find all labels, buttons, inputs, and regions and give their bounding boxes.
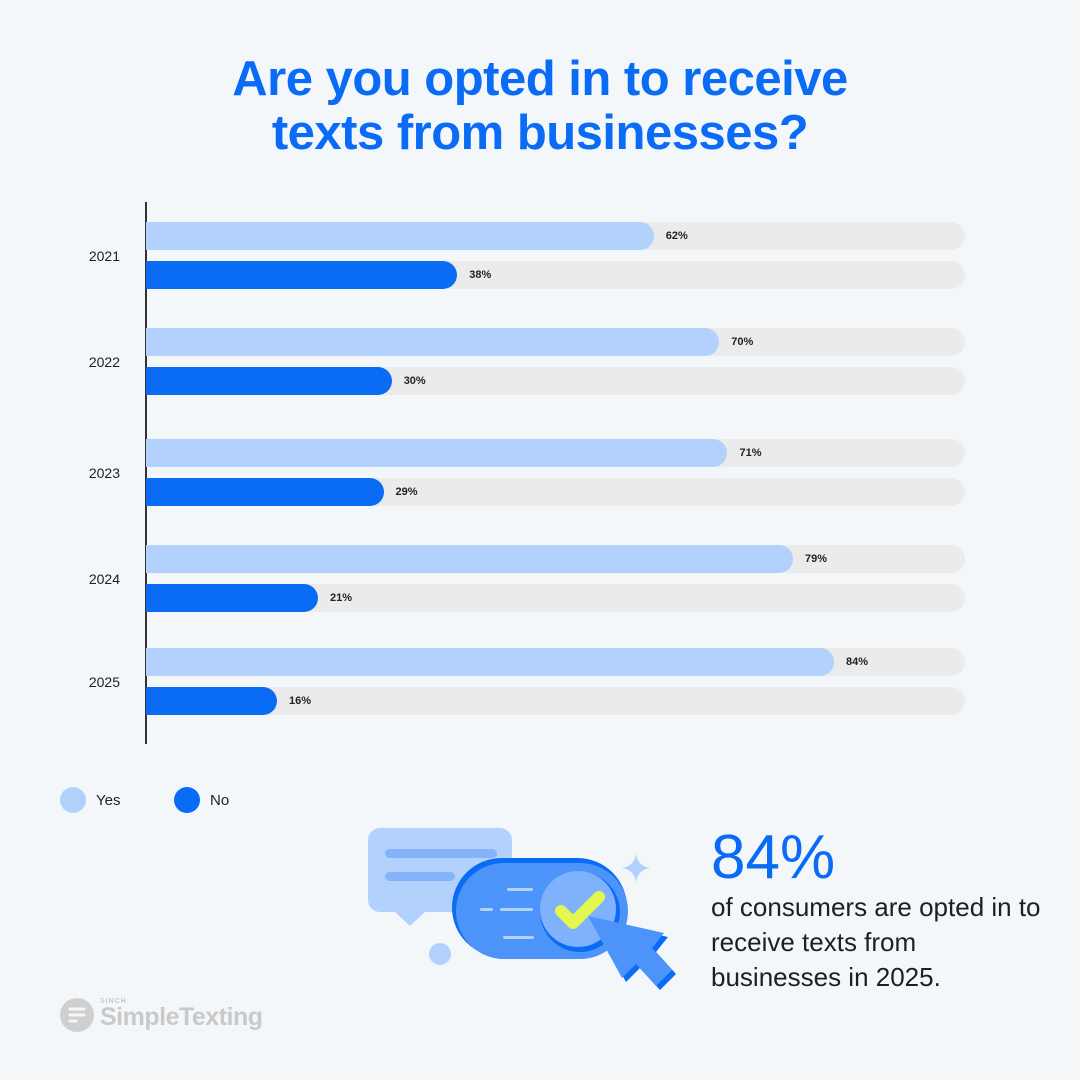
- bar-track: [146, 687, 965, 715]
- bar-yes-2023: [146, 439, 728, 467]
- y-tick-label: 2024: [88, 571, 120, 587]
- data-label: 70%: [731, 336, 754, 348]
- y-tick-label: 2022: [88, 354, 120, 370]
- data-label: 79%: [805, 553, 828, 565]
- data-label: 30%: [403, 375, 426, 387]
- y-axis-line: [145, 202, 147, 744]
- data-label: 62%: [665, 230, 688, 242]
- bar-yes-2024: [146, 545, 793, 573]
- title-line-2: texts from businesses?: [271, 106, 809, 160]
- logo-text: SimpleTexting: [100, 1003, 263, 1031]
- y-tick-label: 2021: [88, 248, 120, 264]
- callout-text: of consumers are opted in to receive tex…: [711, 892, 1041, 992]
- legend-label-no: No: [210, 791, 230, 809]
- callout-value: 84%: [711, 823, 836, 892]
- y-tick-label: 2025: [88, 674, 120, 690]
- title-line-1: Are you opted in to receive: [232, 52, 848, 106]
- bar-no-2024: [146, 584, 318, 612]
- bar-no-2022: [146, 367, 392, 395]
- data-label: 16%: [289, 695, 312, 707]
- data-label: 71%: [739, 447, 762, 459]
- opt-in-illustration-icon: [368, 828, 676, 990]
- bar-no-2021: [146, 261, 458, 289]
- y-tick-label: 2023: [88, 465, 120, 481]
- bar-no-2023: [146, 478, 384, 506]
- bar-no-2025: [146, 687, 278, 715]
- bar-yes-2021: [146, 222, 654, 250]
- legend-item-no: No: [174, 787, 229, 813]
- legend-item-yes: Yes: [60, 787, 120, 813]
- legend-label-yes: Yes: [96, 791, 121, 809]
- bar-yes-2022: [146, 328, 720, 356]
- simpletexting-logo: SINCH SimpleTexting: [60, 998, 263, 1032]
- bar-yes-2025: [146, 648, 834, 676]
- logo-icon: [60, 998, 94, 1032]
- data-label: 38%: [469, 269, 492, 281]
- chart-title: Are you opted in to receive texts from b…: [0, 52, 1080, 160]
- data-label: 84%: [845, 656, 868, 668]
- logo-sinch: SINCH: [100, 998, 127, 1005]
- legend-swatch-yes: [60, 787, 86, 813]
- data-label: 29%: [395, 486, 418, 498]
- data-label: 21%: [329, 592, 353, 604]
- legend-swatch-no: [174, 787, 200, 813]
